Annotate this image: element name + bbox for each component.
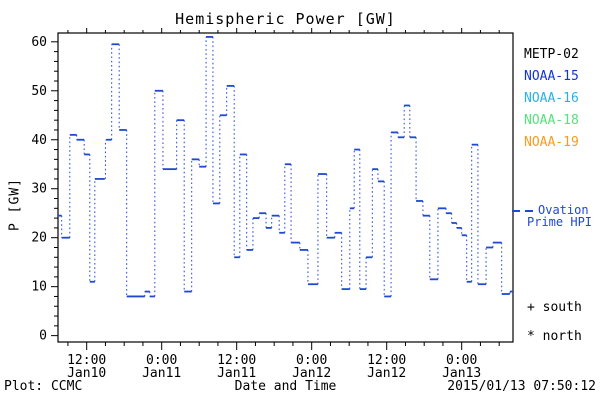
x-tick-time-label: 12:00 bbox=[67, 353, 106, 368]
dashed-line-icon bbox=[525, 209, 533, 212]
south-marker-legend: + south bbox=[527, 300, 582, 315]
plot-credit: Plot: CCMC bbox=[4, 379, 83, 394]
y-tick-label: 40 bbox=[31, 133, 47, 148]
satellite-legend: METP-02 NOAA-15 NOAA-16 NOAA-18 NOAA-19 bbox=[524, 44, 579, 154]
x-tick-date-label: Jan12 bbox=[292, 366, 331, 381]
x-tick-date-label: Jan12 bbox=[367, 366, 406, 381]
north-label: north bbox=[542, 329, 582, 344]
ovation-label-2: Prime HPI bbox=[527, 215, 593, 229]
x-tick-date-label: Jan10 bbox=[67, 366, 106, 381]
x-tick-time-label: 12:00 bbox=[367, 353, 406, 368]
y-tick-label: 10 bbox=[31, 280, 47, 295]
north-marker-legend: * north bbox=[527, 329, 582, 344]
x-tick-time-label: 0:00 bbox=[296, 353, 327, 368]
legend-item-noaa-16: NOAA-16 bbox=[524, 91, 579, 106]
x-tick-date-label: Jan11 bbox=[217, 366, 256, 381]
x-tick-date-label: Jan13 bbox=[442, 366, 481, 381]
legend-item-noaa-15: NOAA-15 bbox=[524, 69, 579, 84]
dashed-line-icon bbox=[512, 209, 520, 212]
x-tick-time-label: 0:00 bbox=[446, 353, 477, 368]
y-axis-label: P [GW] bbox=[7, 178, 23, 231]
legend-item-noaa-19: NOAA-19 bbox=[524, 135, 579, 150]
x-tick-date-label: Jan11 bbox=[142, 366, 181, 381]
page-title: Hemispheric Power [GW] bbox=[175, 10, 396, 28]
asterisk-marker-icon: * bbox=[527, 329, 535, 344]
legend-item-metp-02: METP-02 bbox=[524, 47, 579, 62]
plus-marker-icon: + bbox=[527, 300, 535, 315]
x-tick-time-label: 12:00 bbox=[217, 353, 256, 368]
y-tick-label: 30 bbox=[31, 182, 47, 197]
x-tick-time-label: 0:00 bbox=[146, 353, 177, 368]
ovation-label-1: Ovation bbox=[538, 203, 589, 217]
ovation-legend-line1: Ovation bbox=[512, 203, 592, 217]
y-tick-label: 0 bbox=[39, 329, 47, 344]
x-axis-label: Date and Time bbox=[234, 379, 337, 394]
y-tick-label: 20 bbox=[31, 231, 47, 246]
y-tick-label: 60 bbox=[31, 35, 47, 50]
plot-timestamp: 2015/01/13 07:50:12 bbox=[447, 379, 596, 394]
legend-item-noaa-18: NOAA-18 bbox=[524, 113, 579, 128]
plot-frame bbox=[57, 32, 514, 343]
ovation-legend: Ovation Prime HPI bbox=[512, 203, 593, 229]
south-label: south bbox=[542, 300, 582, 315]
y-tick-label: 50 bbox=[31, 84, 47, 99]
